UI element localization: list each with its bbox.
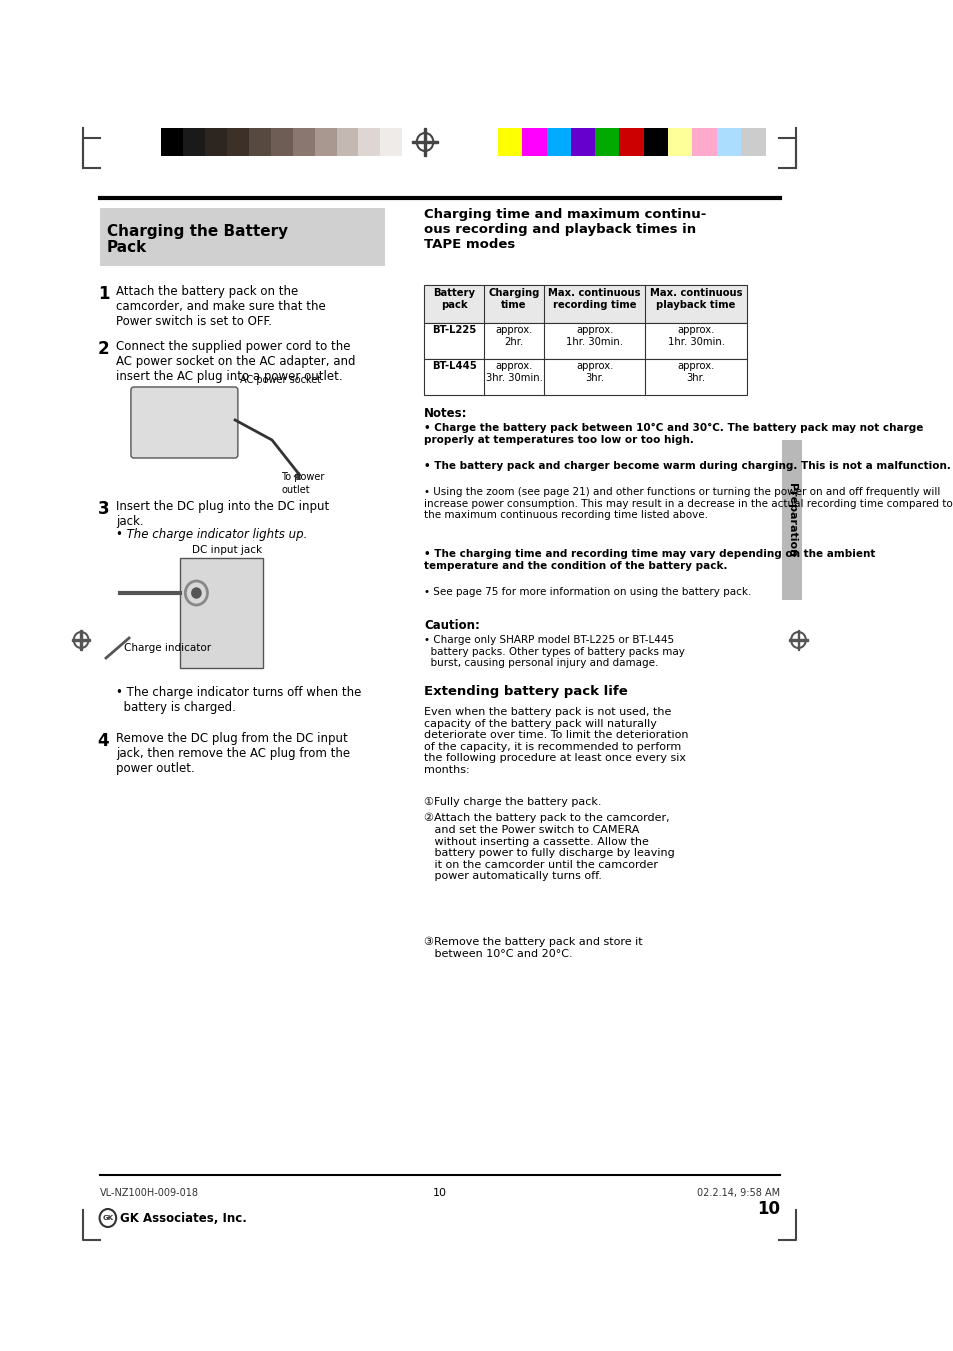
Text: Charging
time: Charging time [488,288,539,309]
FancyBboxPatch shape [131,386,237,458]
Text: ①Fully charge the battery pack.: ①Fully charge the battery pack. [424,797,601,807]
Bar [183,128,206,155]
Text: BT-L225: BT-L225 [432,326,476,335]
Text: ③Remove the battery pack and store it
   between 10°C and 20°C.: ③Remove the battery pack and store it be… [424,938,642,959]
Text: Extending battery pack life: Extending battery pack life [424,685,627,698]
Text: BT-L445: BT-L445 [432,361,476,372]
Text: approx.
3hr.: approx. 3hr. [677,361,714,382]
Bar [667,128,693,155]
Text: ②Attach the battery pack to the camcorder,
   and set the Power switch to CAMERA: ②Attach the battery pack to the camcorde… [424,813,674,881]
Bar [161,128,184,155]
Text: Charging the Battery: Charging the Battery [107,224,288,239]
Text: AC power socket: AC power socket [239,376,320,385]
Text: Insert the DC plug into the DC input
jack.: Insert the DC plug into the DC input jac… [116,500,329,528]
Bar [71,639,91,640]
Text: Caution:: Caution: [424,619,479,632]
Bar [271,128,294,155]
Bar [424,285,746,323]
Bar [797,630,799,650]
Text: Max. continuous
playback time: Max. continuous playback time [649,288,741,309]
Bar [595,128,619,155]
Bar [692,128,717,155]
Bar [380,128,403,155]
Bar [740,128,765,155]
Text: Even when the battery pack is not used, the
capacity of the battery pack will na: Even when the battery pack is not used, … [424,707,688,775]
Text: 10: 10 [757,1200,780,1219]
Bar [227,128,250,155]
Bar [716,128,741,155]
Bar [402,128,425,155]
Text: • Charge only SHARP model BT-L225 or BT-L445
  battery packs. Other types of bat: • Charge only SHARP model BT-L225 or BT-… [424,635,684,669]
Bar [424,128,426,155]
Text: • The battery pack and charger become warm during charging. This is not a malfun: • The battery pack and charger become wa… [424,461,950,471]
Bar [618,128,644,155]
Text: Max. continuous
recording time: Max. continuous recording time [548,288,640,309]
Circle shape [192,588,201,598]
Text: 2: 2 [97,340,110,358]
Text: • The charge indicator lights up.: • The charge indicator lights up. [116,528,307,540]
Text: 1: 1 [97,285,110,303]
Text: Remove the DC plug from the DC input
jack, then remove the AC plug from the
powe: Remove the DC plug from the DC input jac… [116,732,350,775]
Text: approx.
3hr. 30min.: approx. 3hr. 30min. [485,361,542,382]
Bar [205,128,228,155]
Text: Pack: Pack [107,240,147,255]
Text: 10: 10 [433,1188,446,1198]
Text: • The charge indicator turns off when the
  battery is charged.: • The charge indicator turns off when th… [116,686,361,713]
Bar [99,208,385,266]
Text: DC input jack: DC input jack [192,544,262,555]
Bar [412,141,437,143]
Text: outlet: outlet [281,485,310,494]
Bar [314,128,337,155]
Text: Connect the supplied power cord to the
AC power socket on the AC adapter, and
in: Connect the supplied power cord to the A… [116,340,355,382]
Text: approx.
2hr.: approx. 2hr. [495,326,532,347]
Text: Charging time and maximum continu-
ous recording and playback times in
TAPE mode: Charging time and maximum continu- ous r… [424,208,706,251]
Text: GK: GK [102,1215,113,1221]
Bar [179,558,262,667]
Bar [497,128,522,155]
Text: Attach the battery pack on the
camcorder, and make sure that the
Power switch is: Attach the battery pack on the camcorder… [116,285,326,328]
Bar [788,639,807,640]
Text: approx.
1hr. 30min.: approx. 1hr. 30min. [565,326,622,347]
Text: 02.2.14, 9:58 AM: 02.2.14, 9:58 AM [697,1188,780,1198]
Text: approx.
3hr.: approx. 3hr. [576,361,613,382]
Text: approx.
1hr. 30min.: approx. 1hr. 30min. [667,326,724,347]
Text: Battery
pack: Battery pack [433,288,475,309]
Text: 4: 4 [97,732,110,750]
Bar [293,128,315,155]
Text: VL-NZ100H-009-018: VL-NZ100H-009-018 [99,1188,198,1198]
Text: • Charge the battery pack between 10°C and 30°C. The battery pack may not charge: • Charge the battery pack between 10°C a… [424,423,923,444]
Text: • See page 75 for more information on using the battery pack.: • See page 75 for more information on us… [424,586,751,597]
Text: • Using the zoom (see page 21) and other functions or turning the power on and o: • Using the zoom (see page 21) and other… [424,486,952,520]
Bar [358,128,381,155]
Bar [546,128,571,155]
Text: Charge indicator: Charge indicator [124,643,212,653]
Text: • The charging time and recording time may vary depending on the ambient tempera: • The charging time and recording time m… [424,549,875,570]
Bar [643,128,668,155]
Text: GK Associates, Inc.: GK Associates, Inc. [120,1212,247,1225]
Bar [424,359,746,394]
Bar [521,128,547,155]
Bar [570,128,596,155]
Bar [424,323,746,359]
Bar [336,128,359,155]
Bar [80,630,82,650]
Text: Preparation: Preparation [786,484,796,557]
Text: Notes:: Notes: [424,407,467,420]
Bar [781,440,801,600]
Text: 3: 3 [97,500,110,517]
Bar [249,128,272,155]
Text: To power: To power [281,471,324,482]
